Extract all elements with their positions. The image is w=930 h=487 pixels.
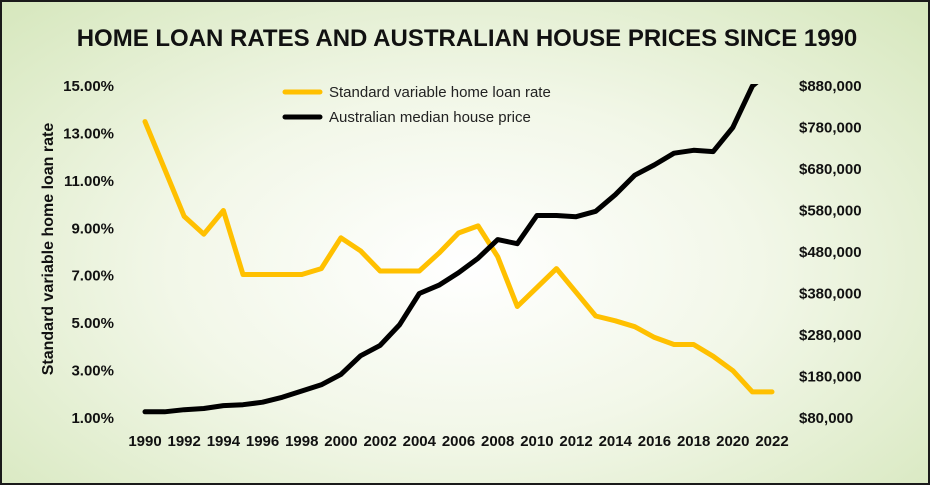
chart-title: HOME LOAN RATES AND AUSTRALIAN HOUSE PRI… — [77, 25, 858, 52]
legend-label: Australian median house price — [329, 109, 531, 126]
x-tick-label: 2000 — [324, 433, 357, 450]
right-y-tick-label: $880,000 — [799, 78, 862, 95]
x-tick-label: 1998 — [285, 433, 318, 450]
left-y-tick-label: 7.00% — [71, 268, 114, 285]
x-tick-label: 2018 — [677, 433, 710, 450]
left-y-tick-label: 13.00% — [63, 125, 114, 142]
x-tick-label: 1994 — [207, 433, 241, 450]
right-y-tick-label: $80,000 — [799, 410, 853, 427]
left-y-tick-label: 3.00% — [71, 363, 114, 380]
axes-layer: 1.00% 3.00% 5.00% 7.00% 9.00% 11.00% 13.00% 15.… — [40, 78, 862, 450]
x-tick-label: 2004 — [403, 433, 437, 450]
x-tick-label: 2012 — [559, 433, 592, 450]
x-tick-label: 1990 — [128, 433, 161, 450]
right-y-tick-label: $280,000 — [799, 327, 862, 344]
legend: Standard variable home loan rate Australi… — [282, 84, 551, 126]
x-tick-label: 2020 — [716, 433, 749, 450]
x-tick-label: 1996 — [246, 433, 279, 450]
right-y-tick-label: $180,000 — [799, 369, 862, 386]
house-price-line — [142, 84, 759, 415]
left-y-tick-label: 9.00% — [71, 220, 114, 237]
right-y-tick-label: $780,000 — [799, 120, 862, 137]
left-y-tick-label: 15.00% — [63, 78, 114, 95]
x-tick-label: 2022 — [755, 433, 788, 450]
x-tick-label: 2014 — [599, 433, 633, 450]
left-y-tick-label: 1.00% — [71, 410, 114, 427]
x-tick-label: 2002 — [363, 433, 396, 450]
right-y-tick-label: $680,000 — [799, 161, 862, 178]
x-tick-label: 2016 — [638, 433, 671, 450]
right-y-tick-label: $380,000 — [799, 286, 862, 303]
x-tick-label: 1992 — [168, 433, 201, 450]
left-y-axis-label: Standard variable home loan rate — [40, 123, 57, 376]
x-tick-label: 2010 — [520, 433, 553, 450]
right-y-tick-label: $480,000 — [799, 244, 862, 261]
series-layer — [142, 84, 775, 415]
x-tick-label: 2008 — [481, 433, 514, 450]
left-y-tick-label: 5.00% — [71, 315, 114, 332]
left-y-tick-label: 11.00% — [64, 173, 114, 190]
legend-label: Standard variable home loan rate — [329, 84, 551, 101]
right-y-tick-label: $580,000 — [799, 203, 862, 220]
x-tick-label: 2006 — [442, 433, 475, 450]
loan-rate-line — [142, 119, 775, 395]
